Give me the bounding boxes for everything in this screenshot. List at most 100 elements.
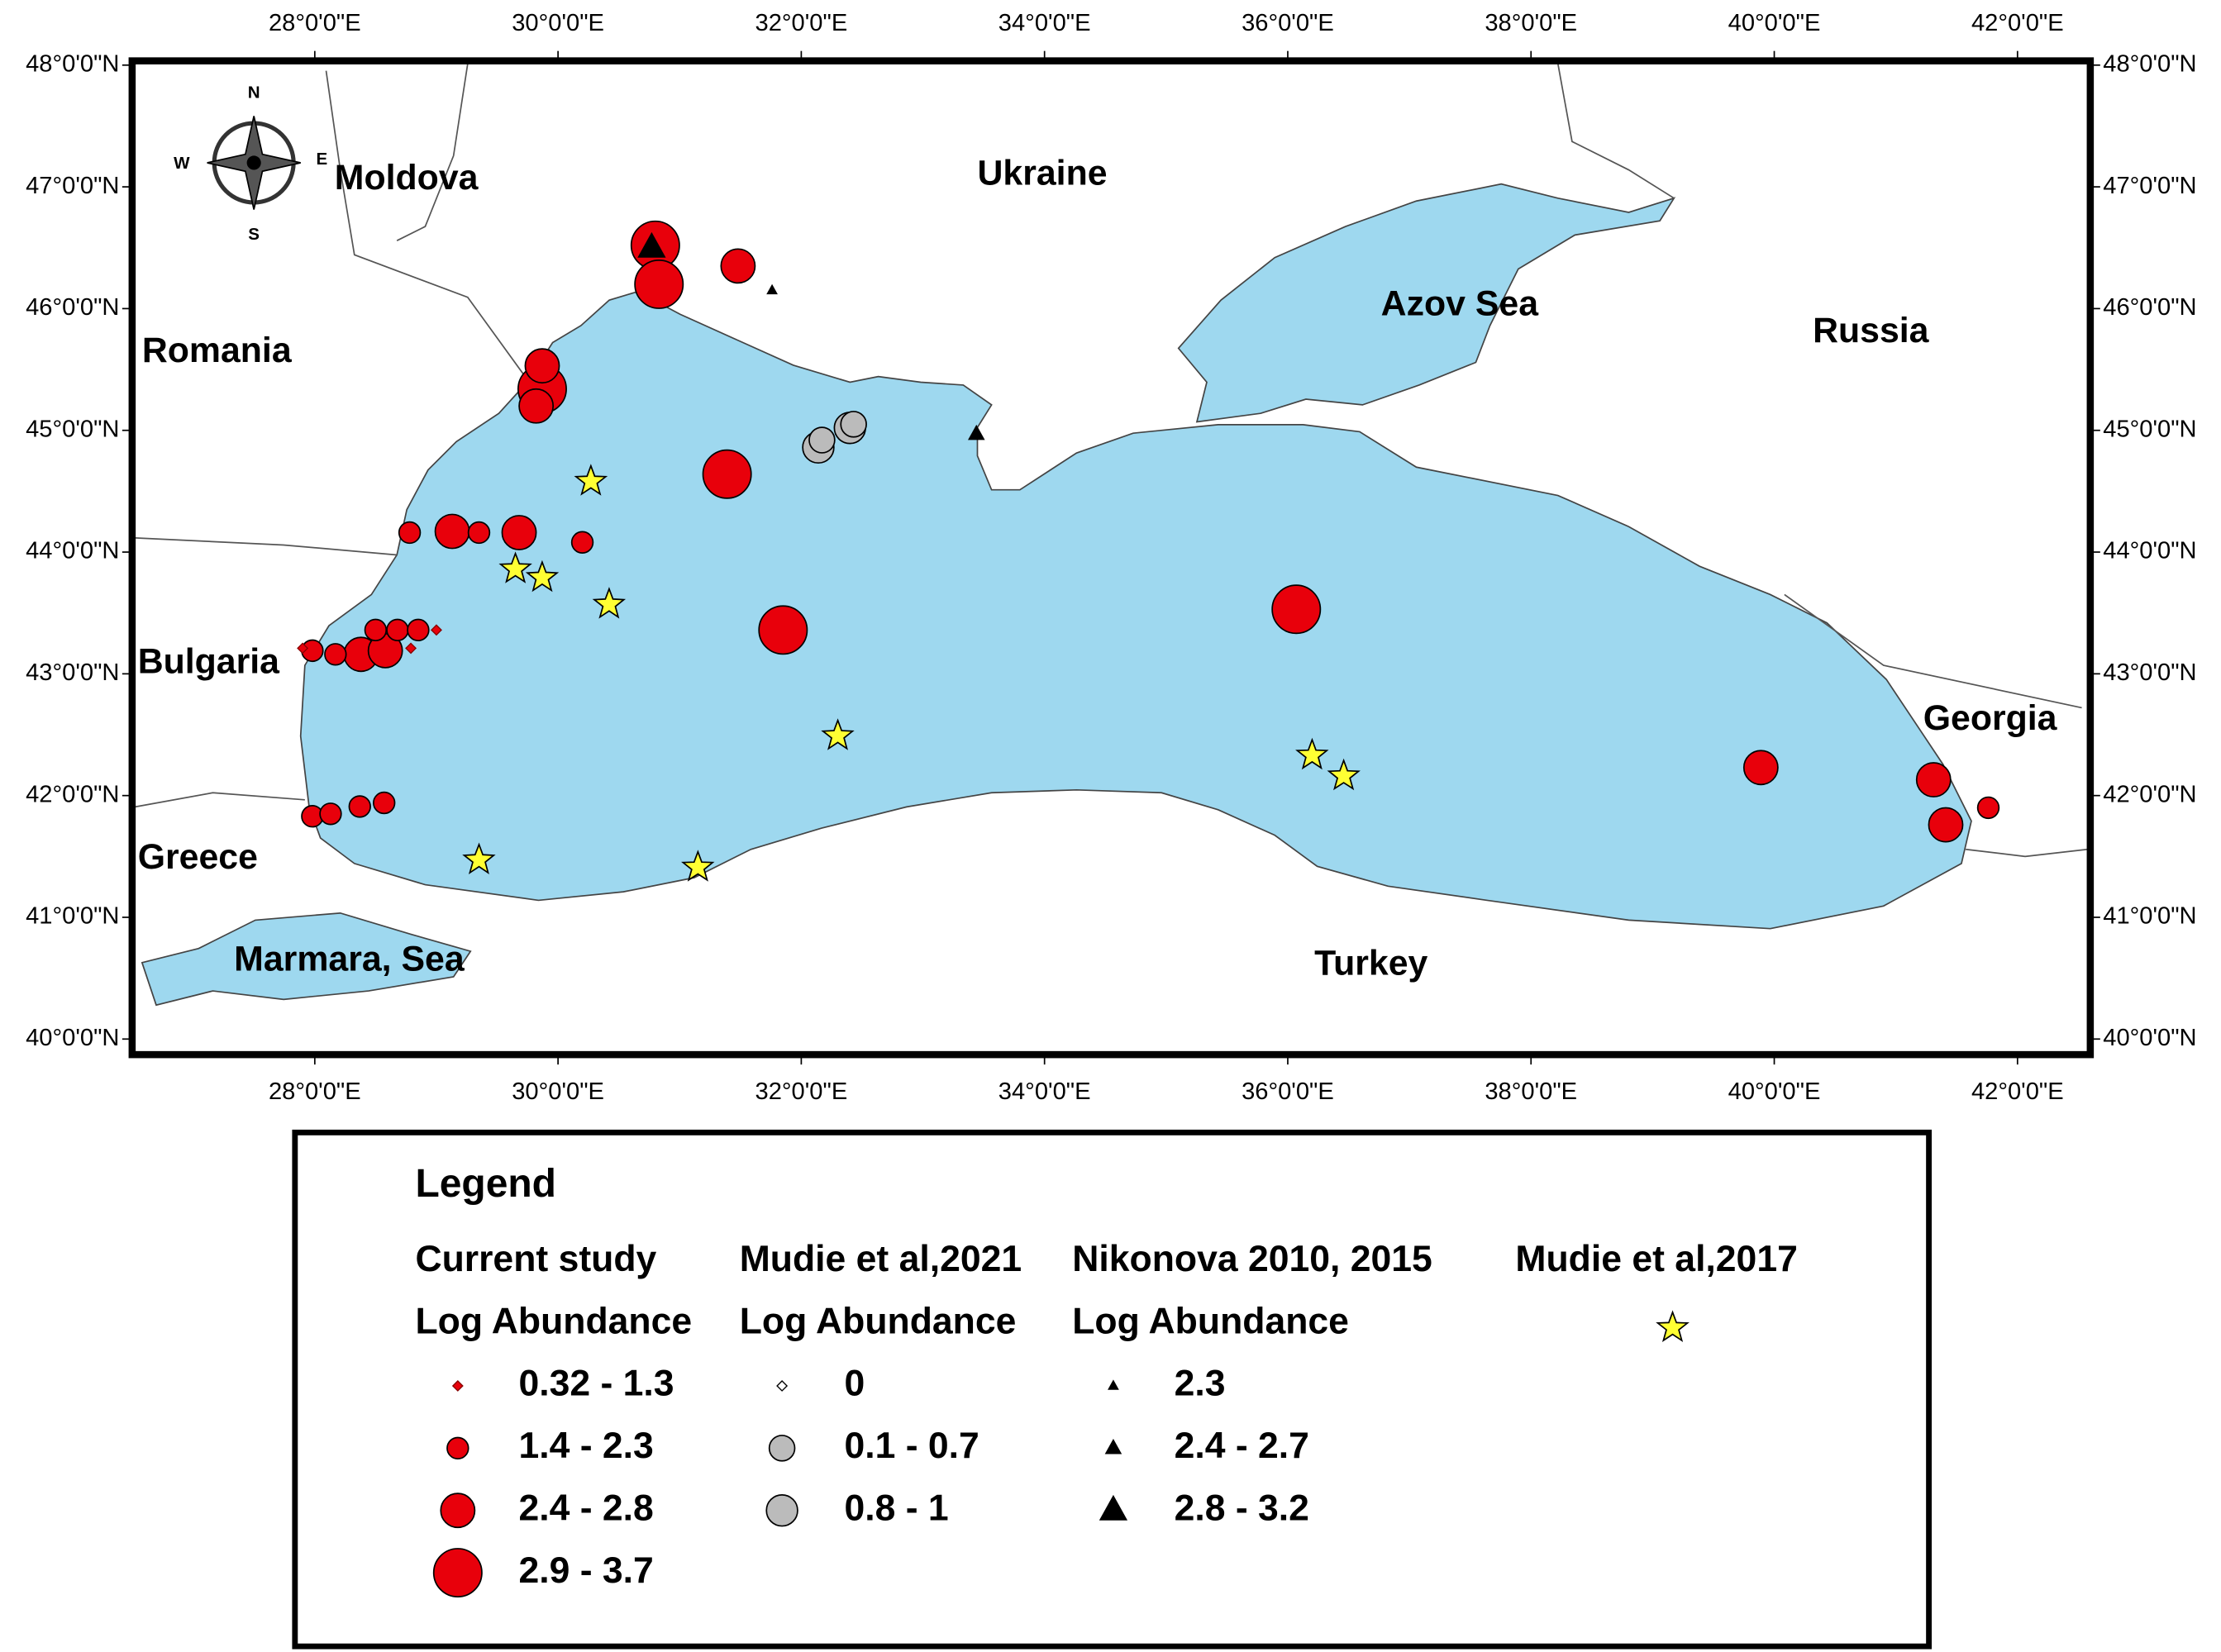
lon-tick-label: 32°0'0"E [755,10,848,36]
sample-point [431,624,442,636]
lat-tick-label: 45°0'0"N [26,416,119,442]
legend-subtitle: Log Abundance [1072,1301,1349,1341]
sample-point [702,449,752,499]
marmara-sea [141,912,472,1007]
lat-tick-label: 47°0'0"N [2103,173,2196,199]
country-border [135,792,305,808]
legend-symbol [446,1436,469,1460]
compass-letter: W [174,154,190,173]
lon-tick-label: 28°0'0"E [269,10,361,36]
sample-point [681,850,715,882]
lon-tick-label: 38°0'0"E [1485,10,1577,36]
legend-class-label: 0.32 - 1.3 [518,1364,674,1404]
place-label: Turkey [1314,944,1427,983]
legend-subtitle: Log Abundance [740,1301,1017,1341]
lat-tick-label: 43°0'0"N [26,659,119,686]
sample-point [968,424,985,440]
lon-tick-label: 30°0'0"E [512,1078,604,1105]
sample-point [297,642,309,655]
sample-point [808,426,836,454]
legend-group-title: Current study [415,1239,656,1279]
lon-tick-label: 40°0'0"E [1728,10,1821,36]
country-border [1966,848,2088,858]
legend-symbol [432,1548,483,1598]
lat-tick-label: 40°0'0"N [2103,1025,2196,1051]
sample-point [525,559,560,593]
legend-symbol [765,1494,798,1527]
sample-point [840,411,867,438]
lat-tick-label: 47°0'0"N [26,173,119,199]
place-label: Ukraine [977,154,1107,193]
lat-tick-label: 44°0'0"N [26,538,119,564]
place-label: Greece [138,837,258,877]
legend-symbol [451,1380,464,1392]
legend-symbol [1108,1379,1119,1390]
lat-tick-label: 41°0'0"N [2103,903,2196,930]
legend-class-label: 2.8 - 3.2 [1175,1488,1309,1528]
legend-symbol [1104,1439,1122,1454]
legend-class-label: 2.4 - 2.8 [518,1488,653,1528]
sample-point [518,388,555,424]
map-frame [128,57,2095,1059]
legend-group-title: Mudie et al,2017 [1515,1239,1797,1279]
sample-point [1928,807,1964,843]
sample-point [498,551,532,583]
basemap [135,63,2088,1007]
sample-point [574,464,608,496]
sample-point [386,618,409,642]
sample-point [524,348,560,384]
sample-point [720,248,756,284]
compass-center [246,155,261,170]
sample-point [467,521,491,545]
legend-symbol [1656,1310,1690,1342]
sample-point [319,802,342,826]
lon-tick-label: 36°0'0"E [1242,1078,1334,1105]
lon-tick-label: 32°0'0"E [755,1078,848,1105]
place-label: Romania [142,331,293,370]
sample-point [1976,796,2000,820]
lon-tick-label: 42°0'0"E [1971,1078,2064,1105]
lat-tick-label: 46°0'0"N [26,294,119,321]
legend-class-label: 0.8 - 1 [844,1488,948,1528]
lat-tick-label: 48°0'0"N [2103,50,2196,77]
sample-point [637,231,666,258]
sample-point [1915,762,1952,797]
sample-point [821,718,855,750]
legend-symbol [440,1493,476,1529]
lon-tick-label: 34°0'0"E [998,1078,1091,1105]
country-border [396,63,469,241]
sample-point [758,605,808,655]
sample-point [434,513,470,550]
country-border [325,70,528,380]
sample-point [405,642,417,655]
compass [207,116,301,210]
legend-class-label: 2.4 - 2.7 [1175,1426,1309,1466]
compass-letter: E [317,150,328,169]
sample-point [1742,750,1779,786]
lat-tick-label: 42°0'0"N [26,781,119,807]
sample-point [501,515,537,550]
lon-tick-label: 38°0'0"E [1485,1078,1577,1105]
lon-tick-label: 36°0'0"E [1242,10,1334,36]
sample-point [407,618,430,642]
legend-symbol [776,1380,789,1392]
lat-tick-label: 44°0'0"N [2103,538,2196,564]
sample-point [372,791,396,815]
lat-tick-label: 45°0'0"N [2103,416,2196,442]
legend-symbol [768,1435,796,1462]
sample-point [324,643,347,666]
place-label: Marmara, Sea [234,939,465,978]
sample-point [1327,758,1361,791]
lon-tick-label: 40°0'0"E [1728,1078,1821,1105]
compass-letter: S [248,225,260,244]
sample-point [348,795,371,818]
sample-point [398,521,422,545]
legend-class-label: 0.1 - 0.7 [844,1426,979,1466]
lon-tick-label: 30°0'0"E [512,10,604,36]
sample-point [1295,737,1329,770]
lon-tick-label: 28°0'0"E [269,1078,361,1105]
place-label: Bulgaria [138,642,280,682]
compass-letter: N [248,83,260,102]
legend-subtitle: Log Abundance [415,1301,692,1341]
country-border [1556,63,1675,199]
